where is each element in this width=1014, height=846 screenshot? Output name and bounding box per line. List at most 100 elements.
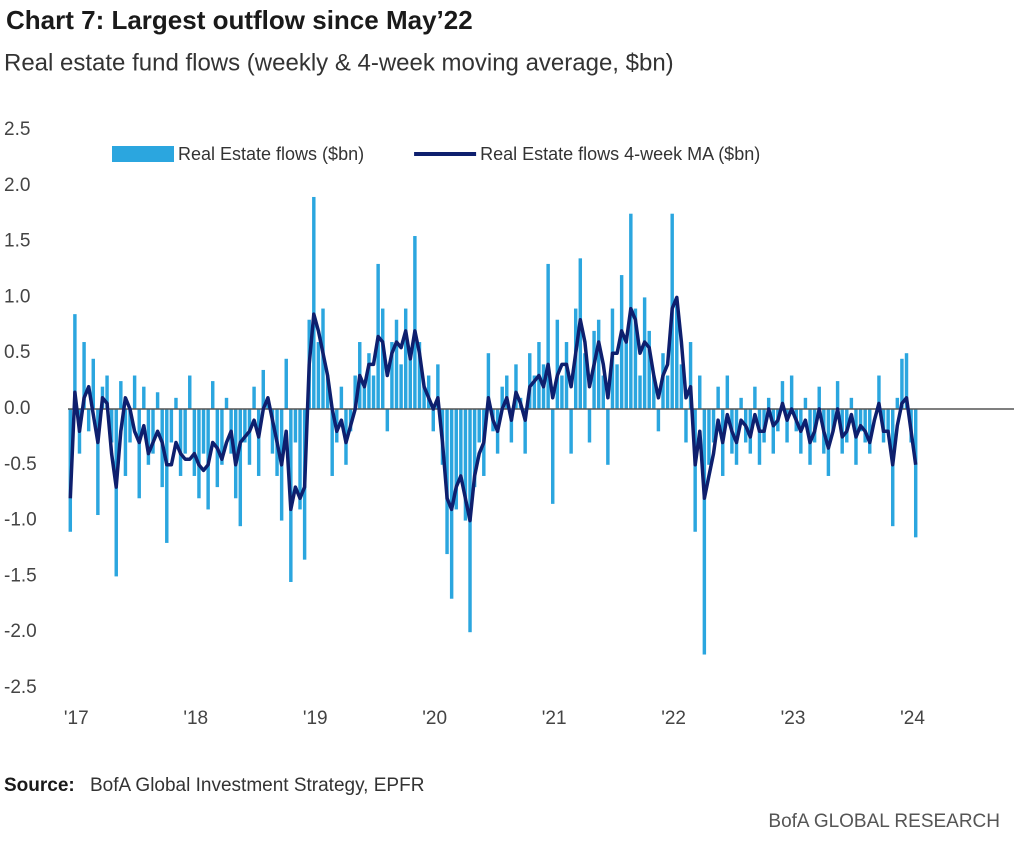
flow-bar [913,409,918,538]
flow-bar [477,409,481,443]
flow-bar [316,342,321,409]
flow-bar [601,375,605,409]
x-tick-label: '22 [661,708,686,729]
flow-bar [399,364,403,409]
x-tick-label: '17 [64,708,89,729]
flow-bar [353,375,357,409]
flow-bar [766,397,771,409]
flow-bar [583,353,587,409]
y-tick-label: -2.0 [4,621,37,642]
flow-bar [886,409,890,432]
flow-bar [739,397,743,409]
y-tick-label: -0.5 [4,454,37,475]
flow-bar [528,353,532,409]
y-tick-label: 1.0 [4,286,30,307]
flow-bar [367,353,371,409]
flow-bar [757,409,762,465]
flow-bar [417,342,422,409]
flow-bar [463,409,468,521]
flow-bar [877,375,881,409]
flow-bar [500,386,504,409]
chart-subtitle: Real estate fund flows (weekly & 4-week … [4,49,674,76]
y-tick-label: 0.0 [4,398,30,419]
flow-bar [831,409,835,432]
flow-bar [606,409,610,465]
flow-bar [652,375,656,409]
y-tick-label: 0.5 [4,342,30,363]
flow-bar [73,314,77,409]
flow-bar [362,386,367,409]
flow-bar [454,409,458,510]
flow-bar [220,409,224,465]
flow-bar [312,196,316,409]
flow-bar [863,409,867,443]
flow-bar [252,386,256,409]
flow-bar [123,409,128,476]
flow-bar [849,397,854,409]
flow-bar [675,297,679,409]
legend-label: Real Estate flows ($bn) [178,144,364,164]
flow-bar [142,386,146,409]
flow-bar [325,375,330,409]
flow-bar [224,397,229,409]
flow-bar [891,409,895,527]
flow-bar [339,386,344,409]
flow-bar [403,308,408,409]
flow-bar [146,409,151,465]
flow-bar [904,353,909,409]
flow-bar [459,409,463,476]
flow-bar [201,409,206,454]
flow-bar [165,409,169,543]
flow-bar [298,409,302,510]
flow-bar [486,353,491,409]
y-tick-label: 1.5 [4,231,30,252]
flow-bar [615,364,619,409]
flow-bar [284,358,288,409]
flow-bar [647,330,651,409]
flow-bar [900,358,904,409]
flow-bar [711,409,716,443]
flow-bar [785,409,789,443]
flow-bar [817,386,821,409]
flow-bar [261,369,265,409]
flow-bar [702,409,707,655]
flow-bar [472,409,477,488]
flow-bar [868,409,872,454]
flow-bar [132,375,137,409]
flow-bar [137,409,141,499]
flow-bar [256,409,261,476]
source-text: BofA Global Investment Strategy, EPFR [90,775,424,796]
flow-bar [624,342,628,409]
y-tick-label: -2.5 [4,677,37,698]
y-tick-label: -1.5 [4,565,37,586]
flow-bar [523,409,527,454]
flow-bar [86,409,91,432]
flow-bar [91,358,95,409]
flow-bar [128,409,132,443]
chart-title: Chart 7: Largest outflow since May’22 [6,5,473,35]
flow-bar [422,386,426,409]
flow-bar [247,409,252,465]
source-label: Source: [4,775,75,796]
flow-bar [390,342,394,409]
flow-bar [385,409,390,432]
flow-bar [546,263,550,409]
x-tick-label: '20 [422,708,447,729]
flow-bar [564,342,569,409]
flow-bar [656,409,661,432]
flow-bar [119,381,123,409]
y-tick-label: 2.5 [4,119,30,140]
flow-bar [698,375,702,409]
flow-bar [155,392,160,409]
legend-swatch [112,146,174,162]
flow-bar [716,386,720,409]
flow-bar [596,319,601,409]
flow-bar [789,375,794,409]
ma-line [68,295,918,523]
flow-bar [693,409,697,532]
flow-bar [426,375,431,409]
flow-bar [587,409,592,443]
flow-bar [514,364,518,409]
credit: BofA GLOBAL RESEARCH [768,811,1000,832]
flow-bar [197,409,201,499]
